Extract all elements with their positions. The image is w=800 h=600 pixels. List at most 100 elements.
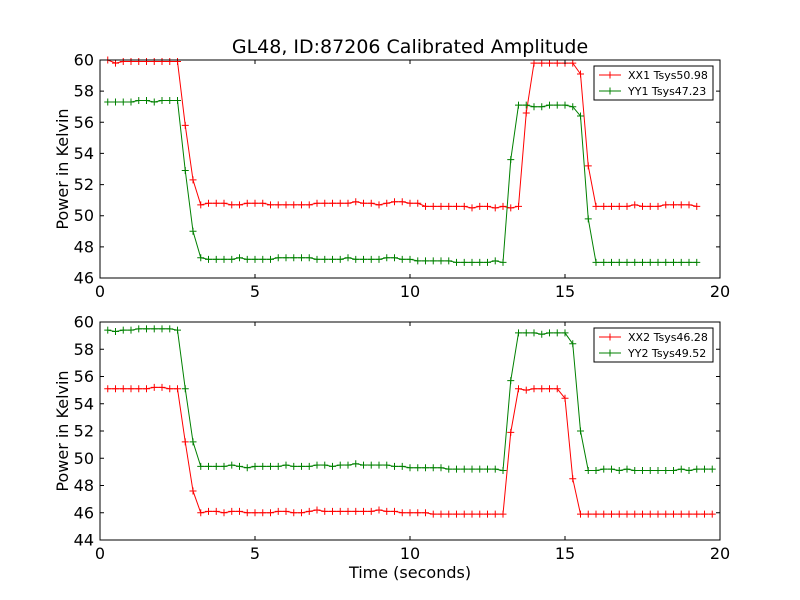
- chart-1-series-1-point: [569, 59, 577, 67]
- chart-1-series-1-point: [197, 201, 205, 209]
- chart-2-y-tick-label: 58: [74, 340, 94, 359]
- chart-2-series-1-point: [538, 385, 546, 393]
- chart-1-series-2-point: [228, 255, 236, 263]
- chart-2-series-2-point: [360, 461, 367, 469]
- chart-1-series-1-point: [259, 199, 267, 207]
- chart-2-series-2-point: [251, 462, 259, 470]
- chart-1-series-1-point: [383, 199, 391, 207]
- chart-1-series-2-point: [631, 258, 639, 266]
- chart-2-series-1-point: [398, 509, 406, 517]
- chart-2-series-2-point: [515, 329, 522, 337]
- chart-1-series-2-point: [553, 101, 561, 109]
- chart-2-series-2-point: [670, 467, 677, 475]
- chart-2: 0 5 10 15 20 44 46 48 50 52 54 56 58 60 Power in Kelvi…: [53, 313, 730, 583]
- chart-2-series-1-point: [546, 385, 553, 393]
- chart-2-series-1-point: [220, 509, 228, 517]
- chart-1-series-2-point: [290, 254, 298, 262]
- chart-1-series-2-point: [623, 258, 631, 266]
- chart-1-series-1-point: [608, 202, 615, 210]
- chart-2-series-1-point: [158, 383, 166, 391]
- chart-1-x-tick-label: 15: [555, 282, 575, 301]
- chart-1-series-2-point: [150, 98, 158, 106]
- chart-1-series-2-point: [243, 255, 251, 263]
- chart-2-series-1-point: [391, 507, 398, 515]
- chart-1-series-2-point: [267, 255, 274, 263]
- chart-2-series-1-point: [437, 510, 445, 518]
- chart-1-series-2-point: [546, 101, 553, 109]
- chart-1-series-2-point: [360, 255, 367, 263]
- chart-1-series-1-point: [143, 58, 150, 66]
- chart-2-series-2-point: [127, 326, 135, 334]
- chart-1-series-2-point: [383, 254, 391, 262]
- chart-1-series-1-point: [437, 202, 445, 210]
- chart-1-series-2-point: [391, 254, 398, 262]
- chart-1-series-2-point: [406, 255, 414, 263]
- chart-1-series-2-point: [491, 257, 499, 265]
- chart-1-series-2-point: [104, 98, 112, 106]
- chart-1-series-2-point: [166, 96, 174, 104]
- chart-2-series-1-point: [243, 509, 251, 517]
- chart-1-series-1-point: [119, 58, 127, 66]
- chart-2-series-1-point: [491, 510, 499, 518]
- chart-2-series-2-point: [143, 325, 150, 333]
- chart-2-series-1-point: [104, 385, 112, 393]
- chart-2-x-axis-label: Time (seconds): [348, 563, 471, 582]
- chart-2-series-2-point: [336, 461, 344, 469]
- chart-2-series-1-point: [321, 507, 329, 515]
- chart-2-series-1-point: [197, 509, 205, 517]
- chart-2-series-1-point: [143, 385, 150, 393]
- chart-2-series-1-point: [499, 510, 507, 518]
- chart-2-series-2-point: [530, 329, 538, 337]
- chart-2-series-1-point: [112, 385, 119, 393]
- chart-1-series-2-point: [468, 258, 476, 266]
- chart-1-series-2-point: [522, 101, 530, 109]
- chart-1-y-tick-label: 56: [74, 113, 94, 132]
- chart-1-series-2-point: [592, 258, 600, 266]
- chart-2-series-2-point: [329, 462, 336, 470]
- chart-1-series-2-point: [197, 254, 205, 262]
- chart-1-series-2-point: [515, 101, 522, 109]
- chart-1-series-1-point: [344, 199, 352, 207]
- chart-2-series-1-point: [189, 487, 197, 495]
- chart-1-y-tick-label: 52: [74, 175, 94, 194]
- chart-2-series-2-point: [150, 325, 158, 333]
- chart-1-series-1-point: [406, 199, 414, 207]
- chart-1-series-2-point: [329, 255, 336, 263]
- chart-2-series-1-point: [344, 507, 352, 515]
- chart-1-series-1-point: [670, 201, 677, 209]
- chart-2-series-2-point: [344, 461, 352, 469]
- chart-2-series-1-point: [553, 385, 561, 393]
- chart-1-series-1-point: [282, 201, 290, 209]
- chart-2-series-2-point: [422, 464, 429, 472]
- chart-2-series-2-point: [507, 377, 515, 385]
- chart-1-series-2-point: [569, 103, 577, 111]
- chart-1-series-1-point: [460, 202, 468, 210]
- chart-2-legend-box: [593, 327, 714, 363]
- chart-1-series-2-point: [693, 258, 701, 266]
- chart-1-series-1-point: [367, 199, 375, 207]
- chart-2-series-1-point: [174, 385, 181, 393]
- chart-2-series-2-point: [491, 465, 499, 473]
- chart-1-series-1-point: [251, 199, 259, 207]
- chart-1-series-2-point: [646, 258, 654, 266]
- chart-1-title: GL48, ID:87206 Calibrated Amplitude: [232, 36, 588, 58]
- chart-2-series-2-point: [592, 467, 600, 475]
- chart-2-series-2-point: [600, 465, 608, 473]
- chart-2-series-1-point: [127, 385, 135, 393]
- chart-1-series-1-point: [429, 202, 437, 210]
- chart-1-series-2-point: [398, 255, 406, 263]
- chart-1-series-2-point: [367, 255, 375, 263]
- chart-1-series-2-point: [615, 258, 623, 266]
- chart-2-series-1-point: [708, 510, 716, 518]
- chart-1-series-1-point: [212, 199, 220, 207]
- chart-2-y-tick-label: 52: [74, 422, 94, 441]
- chart-1-series-1-point: [662, 201, 670, 209]
- chart-2-series-2-point: [677, 465, 685, 473]
- chart-2-series-2-point: [375, 461, 383, 469]
- chart-1-series-1-point: [491, 204, 499, 212]
- chart-1-series-2-point: [158, 96, 166, 104]
- chart-1-x-tick-label: 10: [400, 282, 420, 301]
- chart-2-series-2-point: [608, 465, 615, 473]
- chart-2-series-2-point: [274, 462, 282, 470]
